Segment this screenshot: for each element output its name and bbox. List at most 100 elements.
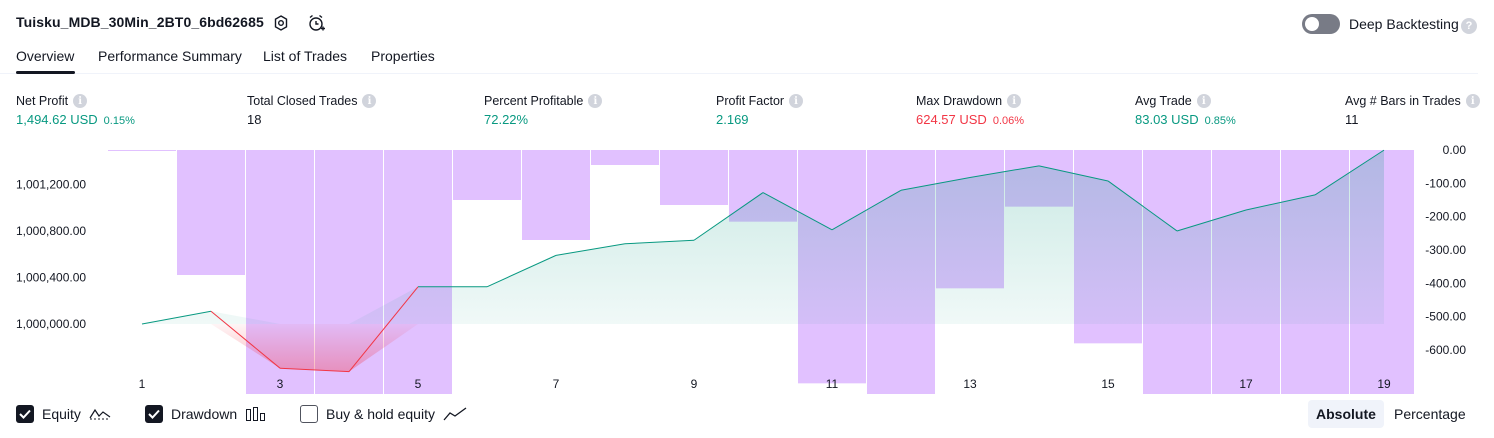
stat-avg-bars-value: 11: [1345, 112, 1359, 127]
stat-label-text: Profit Factor: [716, 94, 785, 108]
drawdown-bars-icon: [246, 407, 266, 421]
stat-net-profit-value: 1,494.62 USD 0.15%: [16, 112, 135, 127]
equity-line-segment: [279, 367, 350, 373]
stat-avg-trade-value: 83.03 USD 0.85%: [1135, 112, 1236, 127]
info-icon[interactable]: i: [1196, 94, 1211, 108]
left-axis-tick: 1,001,200.00: [16, 177, 86, 191]
x-axis-tick: 7: [553, 377, 560, 391]
stat-total-closed-trades-label: Total Closed Trades i: [247, 94, 377, 108]
x-axis-tick: 3: [277, 377, 284, 391]
right-axis-tick: -500.00: [1425, 310, 1466, 324]
equity-line-segment: [1314, 149, 1385, 196]
stat-value-percent: 0.85%: [1204, 115, 1236, 127]
equity-line-segment: [693, 192, 764, 241]
stat-avg-trade-label: Avg Trade i: [1135, 94, 1211, 108]
legend-drawdown[interactable]: Drawdown: [145, 403, 267, 425]
legend-buy-hold[interactable]: Buy & hold equity: [300, 403, 467, 425]
legend-equity-label: Equity: [42, 406, 81, 422]
drawdown-bar: [522, 150, 590, 240]
tab-performance-summary[interactable]: Performance Summary: [98, 48, 242, 64]
stat-max-drawdown-value: 624.57 USD 0.06%: [916, 112, 1024, 127]
absolute-button[interactable]: Absolute: [1308, 400, 1384, 428]
check-icon: [19, 409, 31, 419]
left-axis-tick: 1,000,000.00: [16, 317, 86, 331]
toggle-knob: [1305, 17, 1319, 31]
right-axis-tick: -600.00: [1425, 343, 1466, 357]
right-axis-tick: -400.00: [1425, 276, 1466, 290]
drawdown-bar: [453, 150, 521, 200]
equity-line-segment: [762, 192, 833, 231]
equity-line-segment: [1245, 194, 1316, 211]
left-axis-tick: 1,000,400.00: [16, 270, 86, 284]
help-icon[interactable]: ?: [1461, 18, 1477, 34]
stat-percent-profitable-value: 72.22%: [484, 112, 529, 127]
equity-line-segment: [624, 239, 695, 245]
active-tab-indicator: [16, 71, 75, 74]
stat-value-main: 1,494.62 USD: [16, 112, 98, 127]
stat-value-main: 624.57 USD: [916, 112, 987, 127]
x-axis-tick: 11: [826, 377, 839, 391]
stat-net-profit-label: Net Profit i: [16, 94, 88, 108]
equity-line-segment: [141, 310, 212, 325]
buy-hold-line-icon: [443, 407, 467, 421]
tab-list-of-trades[interactable]: List of Trades: [263, 48, 348, 64]
deep-backtesting-toggle[interactable]: [1302, 14, 1340, 34]
buy-hold-checkbox[interactable]: [300, 405, 318, 423]
equity-checkbox[interactable]: [16, 405, 34, 423]
gear-icon[interactable]: [271, 13, 291, 33]
x-axis-tick: 17: [1239, 377, 1253, 391]
check-icon: [148, 409, 160, 419]
stat-avg-bars-label: Avg # Bars in Trades i: [1345, 94, 1480, 108]
tabs-divider: [0, 73, 1478, 74]
info-icon[interactable]: i: [789, 94, 804, 108]
stat-profit-factor-label: Profit Factor i: [716, 94, 804, 108]
info-icon[interactable]: i: [1007, 94, 1022, 108]
info-icon[interactable]: i: [588, 94, 603, 108]
stat-value-percent: 0.15%: [103, 115, 135, 127]
equity-area: [142, 150, 1384, 372]
info-icon[interactable]: i: [1465, 94, 1480, 108]
alarm-clock-plus-icon[interactable]: [306, 13, 326, 33]
stat-label-text: Total Closed Trades: [247, 94, 358, 108]
equity-line-segment: [1107, 180, 1178, 232]
equity-line-segment: [555, 243, 626, 256]
stat-profit-factor-value: 2.169: [716, 112, 749, 127]
x-axis-tick: 1: [139, 377, 146, 391]
drawdown-bar: [108, 150, 176, 151]
equity-fill: [142, 150, 1384, 324]
equity-line-segment: [900, 176, 971, 191]
equity-line-segment: [1176, 209, 1247, 232]
equity-line-segment: [1038, 165, 1109, 182]
legend-drawdown-label: Drawdown: [171, 406, 238, 422]
equity-line-segment: [348, 286, 419, 372]
drawdown-bar: [177, 150, 245, 275]
strategy-title: Tuisku_MDB_30Min_2BT0_6bd62685: [16, 14, 264, 30]
stat-value-main: 83.03 USD: [1135, 112, 1199, 127]
x-axis-tick: 13: [963, 377, 977, 391]
right-axis-tick: -200.00: [1425, 210, 1466, 224]
stat-label-text: Net Profit: [16, 94, 69, 108]
drawdown-checkbox[interactable]: [145, 405, 163, 423]
legend-equity[interactable]: Equity: [16, 403, 111, 425]
tab-properties[interactable]: Properties: [371, 48, 435, 64]
percentage-button[interactable]: Percentage: [1394, 406, 1466, 422]
deep-backtesting-label: Deep Backtesting: [1349, 16, 1459, 32]
below-start-fill: [142, 324, 1384, 372]
stat-percent-profitable-label: Percent Profitable i: [484, 94, 603, 108]
drawdown-bar: [660, 150, 728, 205]
equity-line-segment: [486, 254, 557, 288]
equity-drawdown-chart[interactable]: 1,001,200.00 1,000,800.00 1,000,400.00 1,00…: [0, 136, 1494, 394]
info-icon[interactable]: i: [73, 94, 88, 108]
drawdown-bar: [384, 150, 452, 394]
tab-overview[interactable]: Overview: [16, 48, 75, 64]
stat-label-text: Avg # Bars in Trades: [1345, 94, 1461, 108]
right-axis-tick: -100.00: [1425, 176, 1466, 190]
right-axis-tick: 0.00: [1443, 143, 1467, 157]
stat-label-text: Avg Trade: [1135, 94, 1192, 108]
info-icon[interactable]: i: [362, 94, 377, 108]
x-axis-tick: 15: [1101, 377, 1115, 391]
stat-value-percent: 0.06%: [992, 115, 1025, 127]
x-axis-tick: 5: [415, 377, 422, 391]
equity-line-icon: [89, 408, 111, 420]
right-axis: 0.00 -100.00 -200.00 -300.00 -400.00 -500.00 -…: [1425, 143, 1466, 357]
